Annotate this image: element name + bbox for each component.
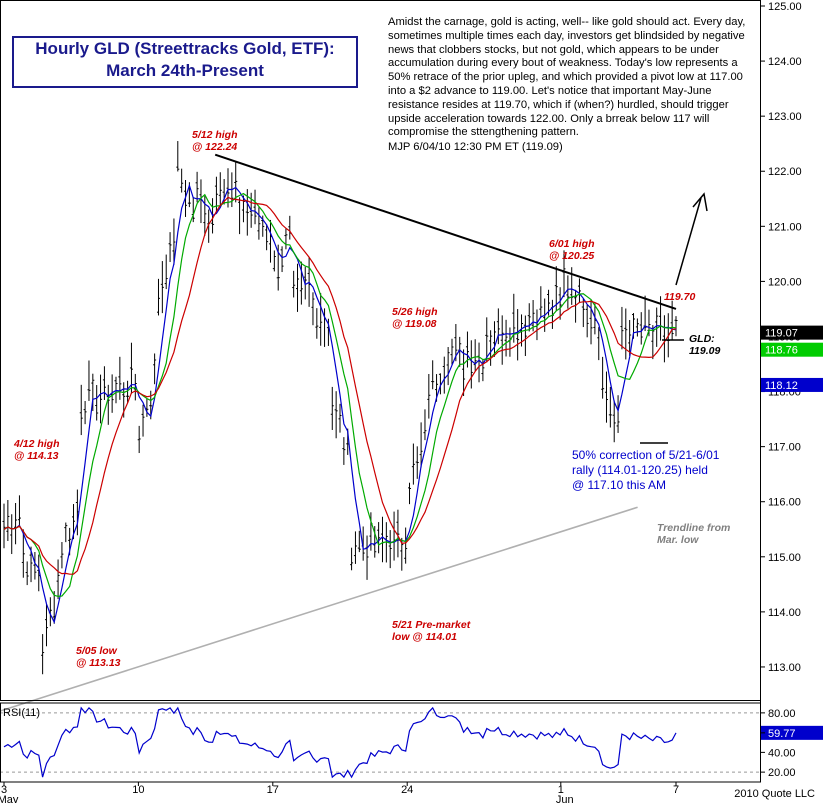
month-label: Jun (556, 794, 574, 803)
price-tick-label: 120.00 (768, 276, 802, 288)
annotation-505-low-line1: 5/05 low (76, 645, 117, 657)
price-tick-label: 124.00 (768, 56, 802, 68)
annotation-521-low-line1: 5/21 Pre-market (392, 619, 471, 631)
price-tick-label: 116.00 (768, 497, 801, 509)
price-tag-label: 118.76 (765, 345, 798, 357)
annotation-601-high-line1: 6/01 high (549, 238, 595, 250)
price-tag-label: 118.12 (765, 380, 798, 392)
price-tag-label: 119.07 (765, 328, 798, 340)
annotation-correction: 50% correction of 5/21-6/01 rally (114.0… (572, 448, 719, 493)
resistance-trendline (214, 153, 677, 310)
price-tick-label: 125.00 (768, 1, 802, 13)
annotation-526-high: 5/26 high @ 119.08 (392, 306, 438, 330)
price-panel (0, 141, 708, 712)
annotation-gld-price: GLD: 119.09 (689, 333, 720, 357)
price-tick-label: 115.00 (768, 552, 801, 564)
annotation-601-high-line2: @ 120.25 (549, 250, 595, 262)
chart-title-line1: Hourly GLD (Streettracks Gold, ETF): (35, 39, 335, 58)
date-tick-label: 3 (1, 784, 7, 796)
annotation-412-high-line2: @ 114.13 (14, 450, 59, 462)
commentary-body: Amidst the carnage, gold is acting, well… (388, 16, 746, 139)
annotation-412-high-line1: 4/12 high (14, 438, 60, 450)
annotation-505-low: 5/05 low @ 113.13 (76, 645, 121, 669)
price-tick-label: 123.00 (768, 111, 802, 123)
upside-arrow-head (692, 192, 708, 212)
moving-average-slow (3, 196, 677, 575)
moving-average-fast (3, 183, 677, 624)
annotation-correction-line2: rally (114.01-120.25) held (572, 463, 708, 477)
annotation-512-high-line2: @ 122.24 (192, 141, 238, 153)
commentary-text: Amidst the carnage, gold is acting, well… (388, 16, 748, 155)
price-tag-box (761, 377, 823, 392)
rsi-last-box (761, 725, 823, 740)
rsi-line (3, 706, 677, 779)
annotation-correction-line1: 50% correction of 5/21-6/01 (572, 448, 720, 462)
date-tick-label: 7 (673, 784, 679, 796)
date-tick-label: 24 (401, 784, 413, 796)
annotation-resistance: 119.70 (664, 291, 696, 303)
annotation-521-low-line2: low @ 114.01 (392, 631, 457, 643)
annotation-512-high: 5/12 high @ 122.24 (192, 129, 238, 153)
annotation-521-low: 5/21 Pre-market low @ 114.01 (392, 619, 470, 643)
annotation-412-high: 4/12 high @ 114.13 (14, 438, 60, 462)
annotation-526-high-line2: @ 119.08 (392, 318, 437, 330)
date-tick-label: 1 (558, 784, 564, 796)
price-tag-box (761, 325, 823, 340)
annotation-trendline: Trendline from Mar. low (657, 522, 730, 546)
commentary-signature: MJP 6/04/10 12:30 PM ET (119.09) (388, 141, 563, 154)
annotation-trendline-line1: Trendline from (657, 522, 731, 534)
annotation-gld-label: GLD: (689, 333, 715, 345)
date-tick-label: 17 (267, 784, 279, 796)
price-tick-label: 113.00 (768, 662, 801, 674)
annotation-512-high-line1: 5/12 high (192, 129, 238, 141)
price-tag-box (761, 342, 823, 357)
date-tick-label: 10 (132, 784, 144, 796)
annotation-trendline-line2: Mar. low (657, 534, 699, 546)
price-tick-label: 121.00 (768, 221, 802, 233)
rsi-label: RSI(11) (3, 707, 41, 719)
annotation-505-low-line2: @ 113.13 (76, 657, 121, 669)
upside-arrow-shaft (675, 197, 702, 286)
month-label: May (0, 794, 19, 803)
annotation-526-high-line1: 5/26 high (392, 306, 438, 318)
chart-title-box: Hourly GLD (Streettracks Gold, ETF): Mar… (12, 36, 358, 88)
rsi-tick-label: 20.00 (768, 767, 796, 779)
annotation-correction-line3: @ 117.10 this AM (572, 478, 667, 492)
price-tick-label: 122.00 (768, 166, 802, 178)
annotation-gld-value: 119.09 (689, 345, 721, 357)
rsi-panel (0, 706, 760, 779)
price-tick-label: 114.00 (768, 607, 801, 619)
rsi-tick-label: 80.00 (768, 708, 796, 720)
rsi-frame (0, 702, 761, 783)
copyright: 2010 Quote LLC (734, 788, 815, 800)
candlesticks (2, 141, 678, 675)
rsi-tick-label: 40.00 (768, 747, 796, 759)
support-trendline (0, 506, 638, 712)
chart-title-line2: March 24th-Present (106, 61, 264, 80)
moving-average-mid (3, 192, 677, 598)
annotation-601-high: 6/01 high @ 120.25 (549, 238, 595, 262)
price-tick-label: 117.00 (768, 442, 801, 454)
rsi-tick-label: 59.77 (768, 728, 796, 740)
